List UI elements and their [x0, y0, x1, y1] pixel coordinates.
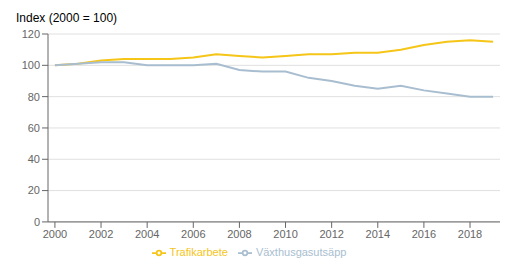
svg-text:2010: 2010: [273, 228, 297, 240]
svg-text:2018: 2018: [458, 228, 482, 240]
svg-text:20: 20: [28, 184, 40, 196]
svg-text:120: 120: [22, 28, 40, 40]
svg-text:2014: 2014: [366, 228, 390, 240]
svg-text:2008: 2008: [227, 228, 251, 240]
html-text:Växthusgasutsäpp: Växthusgasutsäpp: [255, 245, 347, 258]
svg-text:60: 60: [28, 122, 40, 134]
svg-text:2012: 2012: [319, 228, 343, 240]
svg-text:2000: 2000: [43, 228, 67, 240]
svg-text:0: 0: [34, 216, 40, 228]
svg-text:40: 40: [28, 153, 40, 165]
svg-text:2004: 2004: [135, 228, 159, 240]
html-text:Trafikarbete: Trafikarbete: [169, 245, 228, 258]
svg-text:80: 80: [28, 91, 40, 103]
svg-text:2006: 2006: [181, 228, 205, 240]
svg-text:100: 100: [22, 59, 40, 71]
svg-text:2016: 2016: [412, 228, 436, 240]
svg-text:2002: 2002: [89, 228, 113, 240]
html-text:Index (2000 = 100): Index (2000 = 100): [16, 11, 118, 25]
